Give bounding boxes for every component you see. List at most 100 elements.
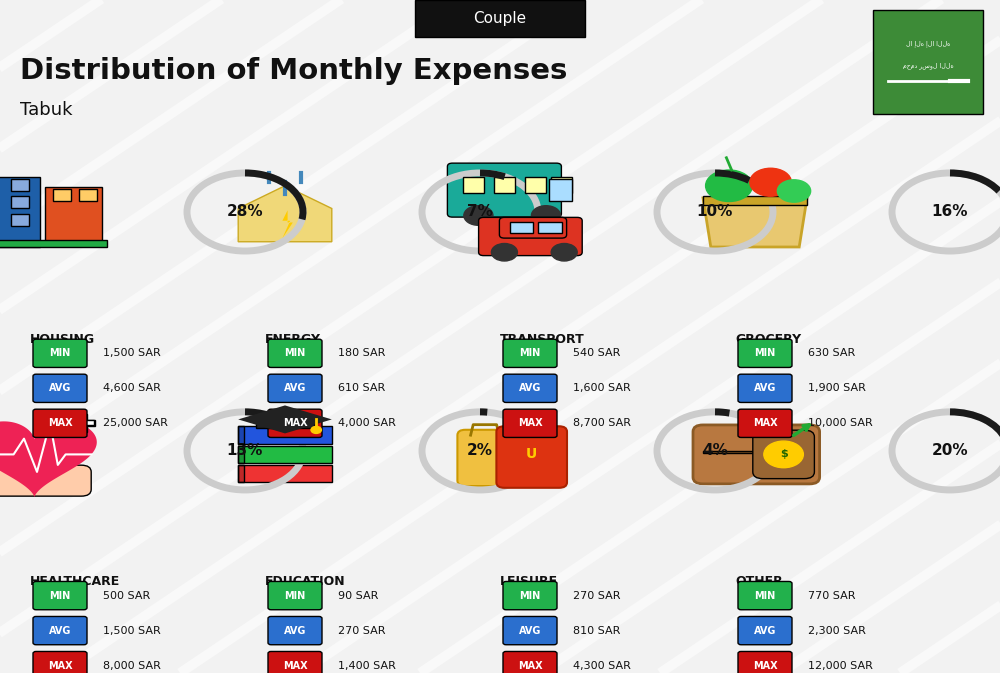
Text: 1,500 SAR: 1,500 SAR: [103, 626, 161, 635]
FancyBboxPatch shape: [499, 217, 567, 238]
Text: MAX: MAX: [753, 661, 777, 670]
Text: Distribution of Monthly Expenses: Distribution of Monthly Expenses: [20, 57, 567, 85]
FancyBboxPatch shape: [447, 163, 561, 217]
Text: MAX: MAX: [48, 661, 72, 670]
Text: MAX: MAX: [283, 419, 307, 428]
Text: 20%: 20%: [932, 444, 968, 458]
Polygon shape: [0, 421, 97, 497]
Text: MAX: MAX: [753, 419, 777, 428]
Text: 4,000 SAR: 4,000 SAR: [338, 419, 396, 428]
Polygon shape: [238, 186, 332, 242]
Text: 8,000 SAR: 8,000 SAR: [103, 661, 161, 670]
Text: 270 SAR: 270 SAR: [573, 591, 620, 600]
FancyBboxPatch shape: [73, 420, 95, 427]
Circle shape: [311, 427, 321, 433]
Text: AVG: AVG: [284, 384, 306, 393]
FancyBboxPatch shape: [738, 409, 792, 437]
Text: EDUCATION: EDUCATION: [265, 575, 346, 588]
Text: 4,300 SAR: 4,300 SAR: [573, 661, 631, 670]
Text: ENERGY: ENERGY: [265, 333, 321, 346]
FancyBboxPatch shape: [738, 651, 792, 673]
Text: 4,600 SAR: 4,600 SAR: [103, 384, 161, 393]
Polygon shape: [703, 198, 807, 247]
Text: LEISURE: LEISURE: [500, 575, 558, 588]
Text: 25,000 SAR: 25,000 SAR: [103, 419, 168, 428]
FancyBboxPatch shape: [457, 430, 518, 486]
FancyBboxPatch shape: [496, 426, 567, 488]
Text: OTHER: OTHER: [735, 575, 783, 588]
Text: 500 SAR: 500 SAR: [103, 591, 150, 600]
Circle shape: [706, 170, 752, 201]
FancyBboxPatch shape: [256, 419, 314, 428]
FancyBboxPatch shape: [268, 651, 322, 673]
Circle shape: [750, 168, 791, 197]
FancyBboxPatch shape: [753, 430, 814, 479]
FancyBboxPatch shape: [415, 0, 585, 37]
FancyBboxPatch shape: [33, 409, 87, 437]
Text: محمد رسول الله: محمد رسول الله: [903, 62, 953, 69]
FancyBboxPatch shape: [503, 339, 557, 367]
Circle shape: [777, 180, 811, 202]
Text: HOUSING: HOUSING: [30, 333, 95, 346]
Text: 10%: 10%: [697, 205, 733, 219]
Text: MAX: MAX: [518, 419, 542, 428]
Text: 12,000 SAR: 12,000 SAR: [808, 661, 873, 670]
Text: 180 SAR: 180 SAR: [338, 349, 385, 358]
Text: HEALTHCARE: HEALTHCARE: [30, 575, 120, 588]
FancyBboxPatch shape: [268, 616, 322, 645]
Text: 4%: 4%: [702, 444, 728, 458]
Text: AVG: AVG: [519, 384, 541, 393]
Text: 1,500 SAR: 1,500 SAR: [103, 349, 161, 358]
Circle shape: [764, 441, 803, 468]
FancyBboxPatch shape: [238, 446, 332, 463]
FancyBboxPatch shape: [81, 414, 87, 431]
Text: 540 SAR: 540 SAR: [573, 349, 620, 358]
FancyBboxPatch shape: [0, 177, 40, 247]
FancyBboxPatch shape: [238, 446, 244, 463]
FancyBboxPatch shape: [268, 374, 322, 402]
FancyBboxPatch shape: [79, 189, 97, 201]
FancyBboxPatch shape: [33, 651, 87, 673]
Text: AVG: AVG: [49, 384, 71, 393]
FancyBboxPatch shape: [33, 339, 87, 367]
FancyBboxPatch shape: [551, 177, 572, 192]
Text: MIN: MIN: [284, 591, 306, 600]
Text: 770 SAR: 770 SAR: [808, 591, 855, 600]
Text: 810 SAR: 810 SAR: [573, 626, 620, 635]
Text: 7%: 7%: [467, 205, 493, 219]
FancyBboxPatch shape: [33, 616, 87, 645]
Text: لا إله إلا الله: لا إله إلا الله: [906, 40, 950, 47]
Text: U: U: [526, 448, 537, 462]
Text: MIN: MIN: [284, 349, 306, 358]
FancyBboxPatch shape: [503, 651, 557, 673]
Text: MIN: MIN: [519, 591, 541, 600]
Text: $: $: [780, 450, 787, 460]
FancyBboxPatch shape: [268, 409, 322, 437]
Text: 1,400 SAR: 1,400 SAR: [338, 661, 396, 670]
Text: 270 SAR: 270 SAR: [338, 626, 386, 635]
Text: 2,300 SAR: 2,300 SAR: [808, 626, 866, 635]
FancyBboxPatch shape: [268, 339, 322, 367]
FancyBboxPatch shape: [738, 374, 792, 402]
FancyBboxPatch shape: [503, 581, 557, 610]
FancyBboxPatch shape: [238, 427, 332, 444]
FancyBboxPatch shape: [503, 374, 557, 402]
Text: 610 SAR: 610 SAR: [338, 384, 385, 393]
Text: AVG: AVG: [519, 626, 541, 635]
FancyBboxPatch shape: [549, 179, 572, 201]
Text: GROCERY: GROCERY: [735, 333, 801, 346]
Text: 90 SAR: 90 SAR: [338, 591, 378, 600]
Polygon shape: [238, 405, 332, 433]
FancyBboxPatch shape: [83, 415, 86, 431]
Text: AVG: AVG: [754, 384, 776, 393]
FancyBboxPatch shape: [525, 177, 546, 192]
FancyBboxPatch shape: [703, 450, 810, 453]
Text: 10,000 SAR: 10,000 SAR: [808, 419, 873, 428]
FancyBboxPatch shape: [693, 425, 820, 484]
FancyBboxPatch shape: [238, 465, 332, 483]
FancyBboxPatch shape: [503, 616, 557, 645]
FancyBboxPatch shape: [238, 465, 244, 483]
FancyBboxPatch shape: [503, 409, 557, 437]
Circle shape: [464, 206, 493, 225]
FancyBboxPatch shape: [738, 581, 792, 610]
